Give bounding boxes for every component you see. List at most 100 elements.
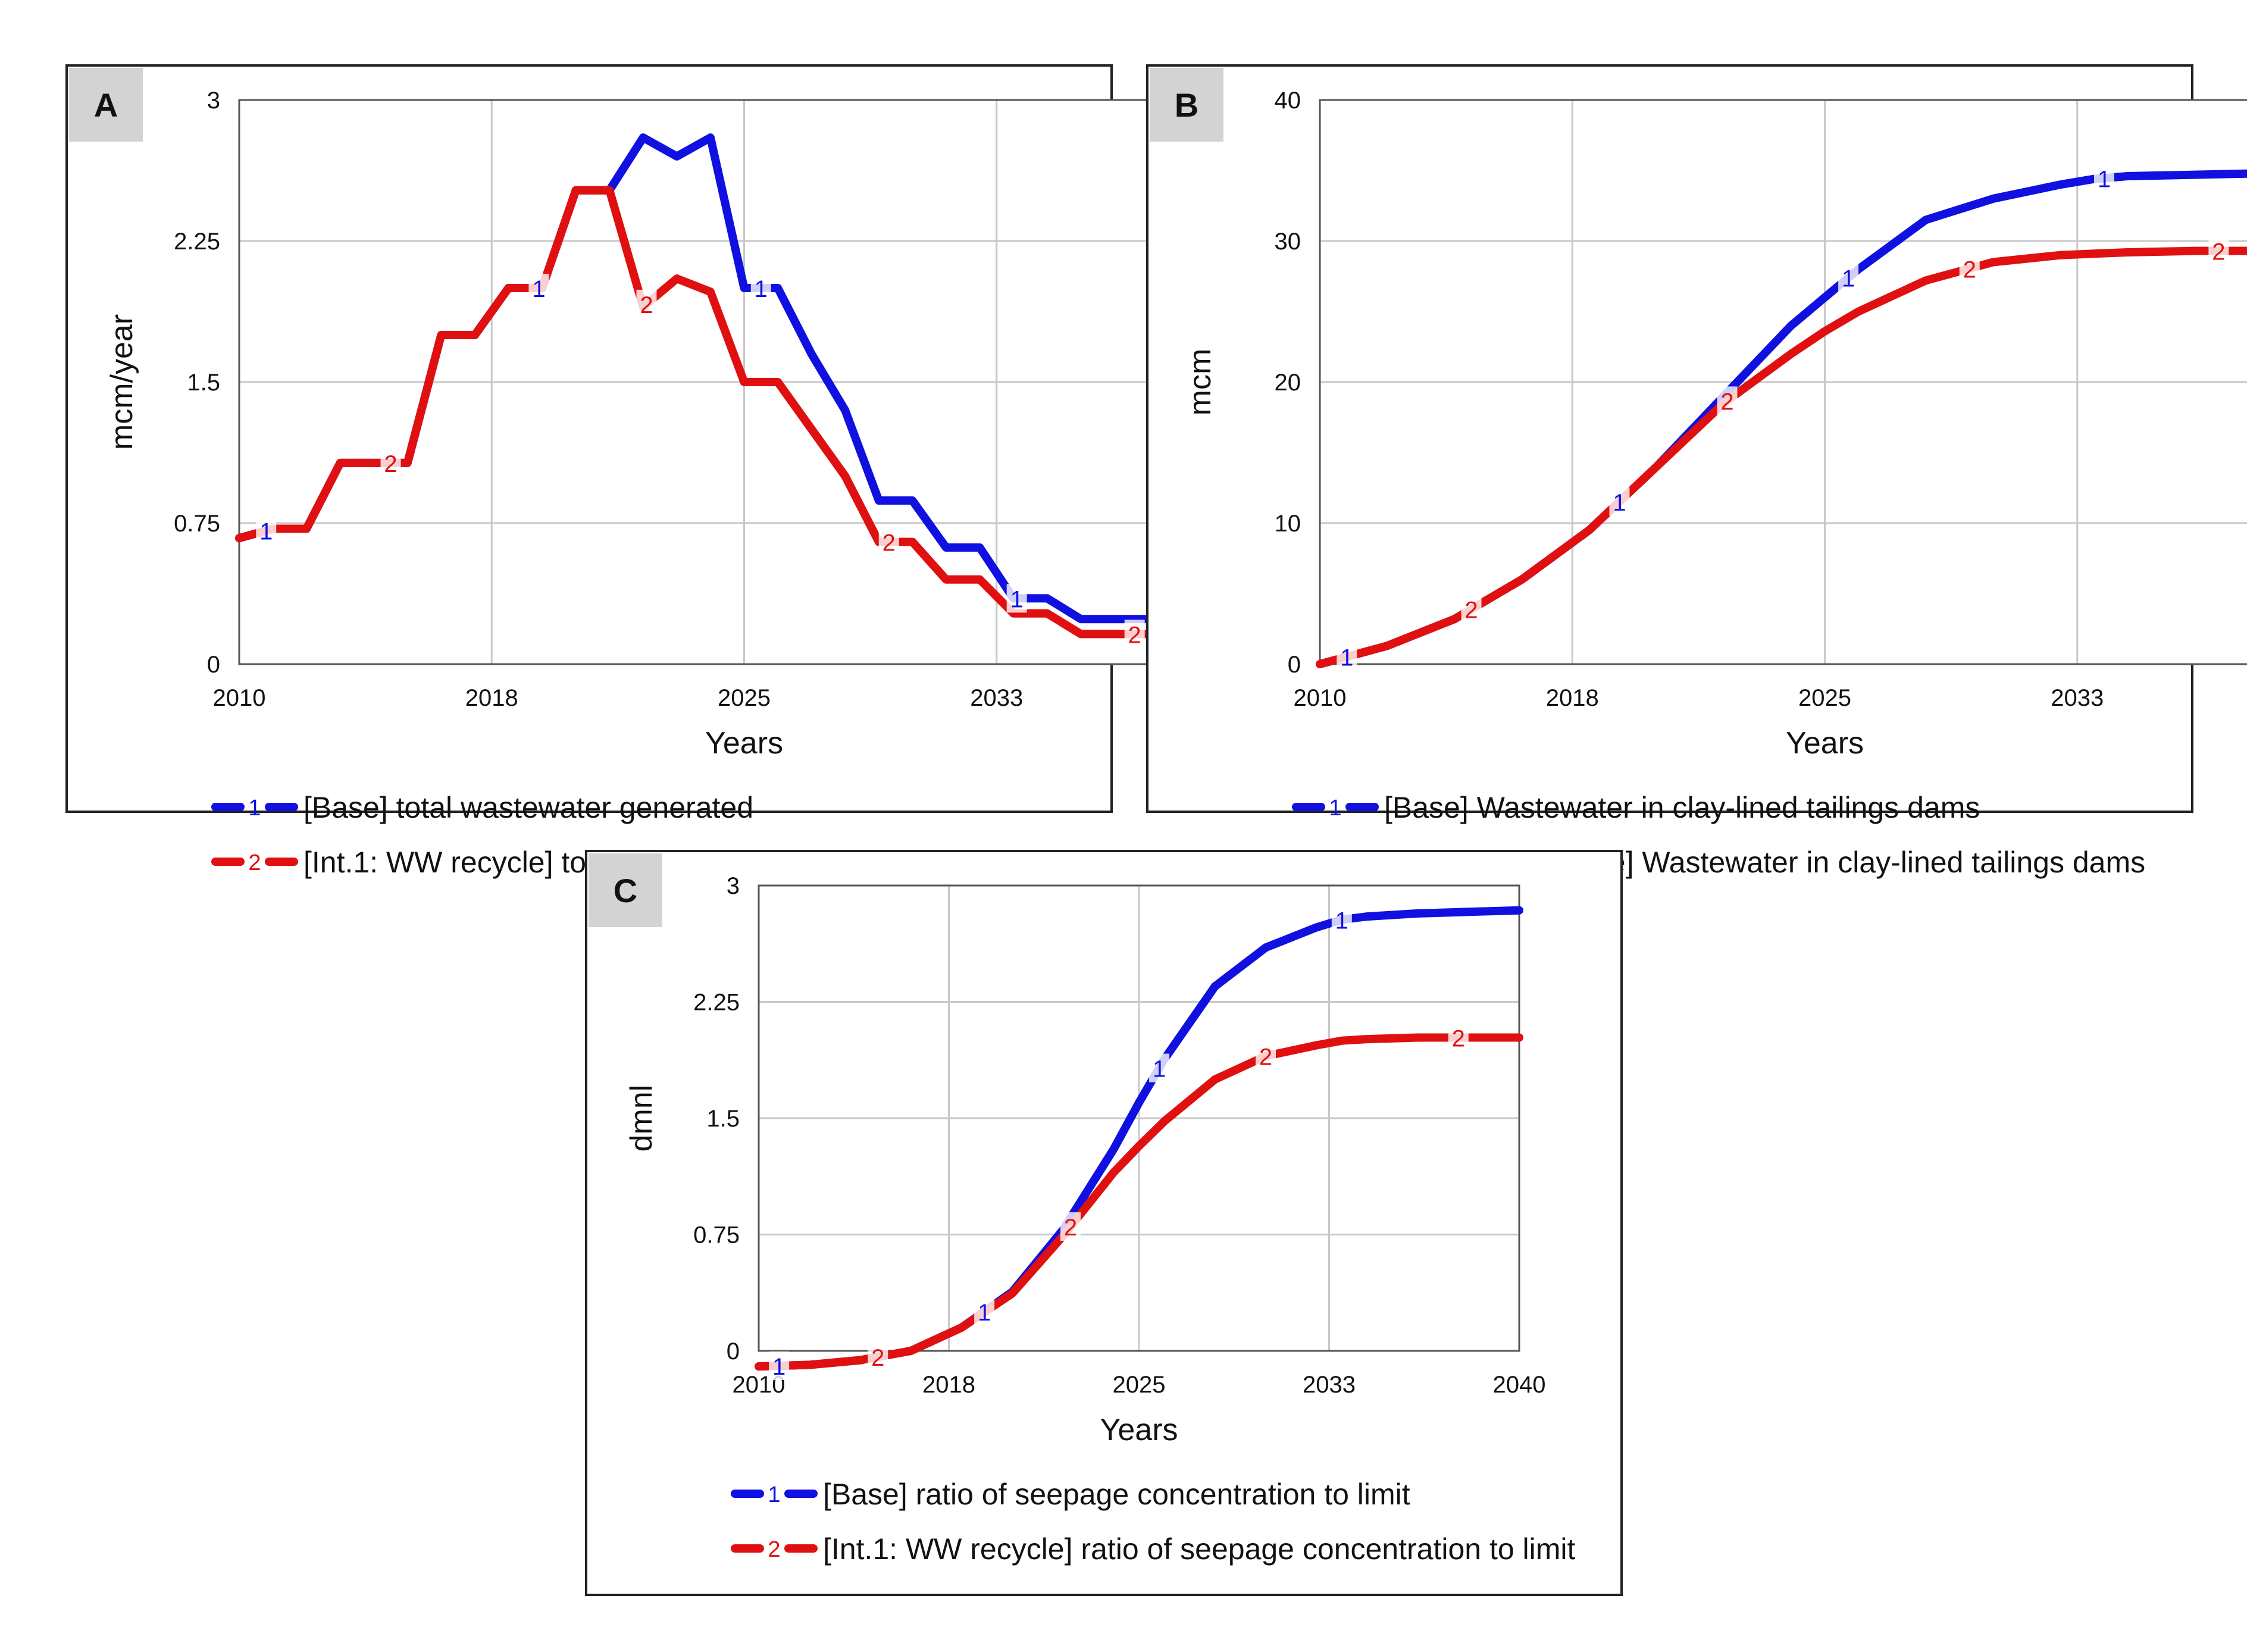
series-marker-bg bbox=[1959, 254, 1980, 283]
series-marker-2: 2 bbox=[1464, 597, 1478, 624]
y-axis-label: dmnl bbox=[624, 1085, 659, 1152]
series-marker-2: 2 bbox=[640, 292, 653, 318]
x-tick-label: 2025 bbox=[718, 685, 771, 711]
x-axis-label: Years bbox=[1100, 1413, 1178, 1447]
x-axis-label: Years bbox=[1786, 726, 1864, 761]
series-marker-1: 1 bbox=[259, 519, 273, 545]
y-tick-label: 0 bbox=[1288, 652, 1301, 678]
y-axis-label: mcm bbox=[1183, 349, 1218, 416]
series-line-2 bbox=[1316, 246, 2247, 668]
series-marker-bg bbox=[1717, 386, 1738, 415]
series-marker-1: 1 bbox=[2098, 166, 2111, 192]
x-tick-label: 2040 bbox=[1493, 1372, 1546, 1398]
series-marker-1: 1 bbox=[532, 276, 545, 302]
panel-label-box bbox=[589, 853, 662, 927]
panel-label: A bbox=[94, 86, 118, 124]
series-marker-bg bbox=[1006, 584, 1027, 613]
y-tick-label: 30 bbox=[1275, 229, 1301, 255]
series-marker-1: 1 bbox=[772, 1354, 785, 1380]
x-tick-label: 2033 bbox=[970, 685, 1023, 711]
series-marker-bg bbox=[256, 516, 277, 545]
series-marker-2: 2 bbox=[1452, 1025, 1465, 1052]
series-line-2 bbox=[235, 186, 1253, 639]
series-marker-2: 2 bbox=[871, 1345, 884, 1371]
series-marker-bg bbox=[2094, 164, 2115, 193]
legend-entry-1: 1 [Base] ratio of seepage concentration t… bbox=[731, 1478, 1410, 1511]
series-marker-1: 1 bbox=[755, 276, 768, 302]
x-tick-label: 2033 bbox=[2051, 685, 2104, 711]
panel-label-box bbox=[69, 68, 143, 142]
y-tick-label: 1.5 bbox=[187, 370, 220, 396]
x-tick-label: 2018 bbox=[465, 685, 518, 711]
legend-entry-2: 2 [Int.1: WW recycle] ratio of seepage co… bbox=[731, 1532, 1576, 1566]
legend-marker: 2 bbox=[768, 1537, 780, 1562]
panel-label: C bbox=[614, 872, 637, 909]
panels: A2010201820252033204000.751.52.253Yearsm… bbox=[65, 64, 2247, 1596]
y-tick-label: 0 bbox=[207, 652, 220, 678]
series-marker-bg bbox=[2208, 236, 2229, 265]
series-line-2 bbox=[755, 1033, 1523, 1371]
series-marker-bg bbox=[1337, 642, 1357, 671]
legend-entry-1: 1 [Base] total wastewater generated bbox=[211, 791, 753, 824]
y-tick-label: 0.75 bbox=[693, 1222, 740, 1249]
series-marker-bg bbox=[1124, 620, 1145, 649]
y-tick-label: 2.25 bbox=[174, 229, 220, 255]
series-marker-2: 2 bbox=[1064, 1215, 1077, 1241]
panel-label-box bbox=[1150, 68, 1223, 142]
y-tick-label: 3 bbox=[727, 873, 740, 899]
series-marker-bg bbox=[1149, 1053, 1170, 1082]
series-marker-bg bbox=[1609, 487, 1630, 516]
series-marker-bg bbox=[868, 1343, 888, 1372]
legend-marker: 1 bbox=[768, 1482, 780, 1507]
series-marker-bg bbox=[878, 527, 899, 556]
legend-marker: 1 bbox=[1329, 796, 1341, 821]
series-marker-2: 2 bbox=[1963, 256, 1976, 283]
y-tick-label: 40 bbox=[1275, 87, 1301, 114]
series-marker-bg bbox=[1060, 1212, 1081, 1241]
series-marker-1: 1 bbox=[1613, 490, 1626, 516]
x-tick-label: 2010 bbox=[1294, 685, 1347, 711]
x-tick-label: 2033 bbox=[1303, 1372, 1356, 1398]
x-tick-label: 2010 bbox=[213, 685, 266, 711]
series-marker-bg bbox=[380, 448, 401, 477]
x-tick-label: 2018 bbox=[922, 1372, 975, 1398]
plot-border bbox=[1319, 99, 2247, 665]
series-marker-2: 2 bbox=[1259, 1044, 1272, 1071]
x-tick-label: 2025 bbox=[1798, 685, 1851, 711]
series-marker-1: 1 bbox=[1335, 908, 1348, 934]
series-marker-2: 2 bbox=[1720, 389, 1733, 415]
series-marker-bg bbox=[1448, 1023, 1469, 1052]
legend-label: [Int.1: WW recycle] ratio of seepage con… bbox=[823, 1532, 1576, 1566]
series-marker-bg bbox=[750, 274, 771, 302]
legend-label: [Base] ratio of seepage concentration to… bbox=[823, 1478, 1410, 1511]
series-marker-2: 2 bbox=[882, 530, 896, 556]
legend-entry-1: 1 [Base] Wastewater in clay-lined tailing… bbox=[1292, 791, 1980, 824]
y-tick-label: 3 bbox=[207, 87, 220, 114]
series-marker-1: 1 bbox=[1153, 1056, 1166, 1082]
legend-marker: 1 bbox=[248, 796, 261, 821]
plot-border bbox=[758, 884, 1520, 1352]
series-marker-bg bbox=[528, 274, 549, 302]
legend-label: [Base] Wastewater in clay-lined tailings… bbox=[1384, 791, 1980, 824]
chart-panel-a: A2010201820252033204000.751.52.253Yearsm… bbox=[65, 64, 1275, 879]
series-marker-bg bbox=[636, 289, 657, 318]
series-marker-bg bbox=[1331, 905, 1352, 934]
legend-marker: 2 bbox=[248, 850, 261, 875]
panel-label: B bbox=[1175, 86, 1198, 124]
series-marker-2: 2 bbox=[1128, 622, 1141, 648]
legend-label: [Base] total wastewater generated bbox=[303, 791, 753, 824]
y-tick-label: 0.75 bbox=[174, 511, 220, 537]
x-tick-label: 2018 bbox=[1546, 685, 1599, 711]
series-marker-bg bbox=[974, 1297, 995, 1326]
series-marker-bg bbox=[769, 1351, 790, 1381]
series-marker-bg bbox=[1256, 1041, 1276, 1071]
y-tick-label: 1.5 bbox=[706, 1106, 740, 1132]
y-axis-label: mcm/year bbox=[105, 314, 139, 450]
y-tick-label: 20 bbox=[1275, 370, 1301, 396]
series-marker-1: 1 bbox=[1842, 266, 1855, 292]
series-marker-1: 1 bbox=[1010, 586, 1024, 612]
series-marker-2: 2 bbox=[2212, 239, 2225, 265]
series-marker-1: 1 bbox=[978, 1300, 991, 1326]
